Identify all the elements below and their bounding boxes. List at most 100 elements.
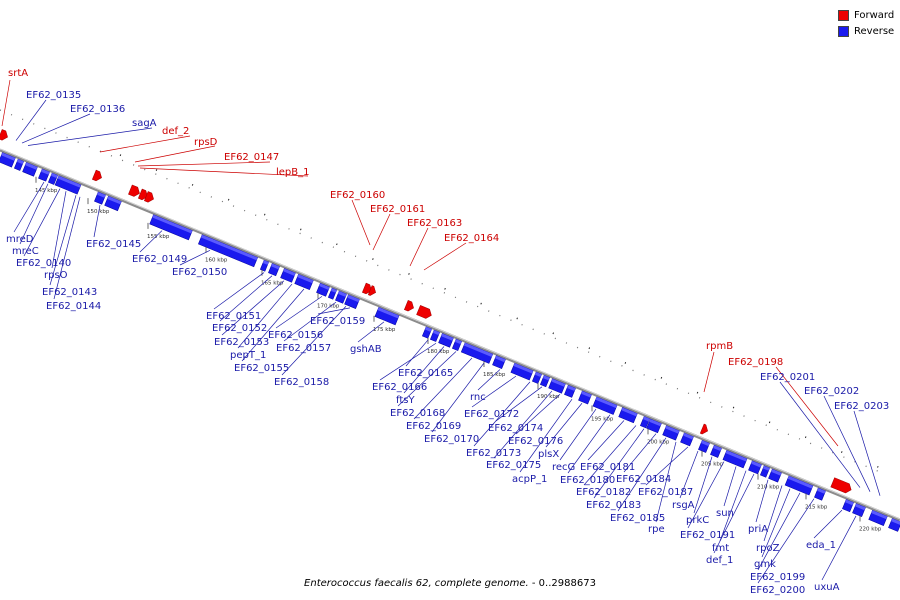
reverse-gene-label[interactable]: EF62_0169: [406, 421, 461, 432]
forward-swatch: [838, 10, 849, 21]
reverse-gene-label[interactable]: EF62_0172: [464, 409, 519, 420]
reverse-gene-label[interactable]: EF62_0135: [26, 90, 81, 101]
legend-item-forward[interactable]: Forward: [838, 8, 894, 23]
reverse-gene-label[interactable]: EF62_0140: [16, 258, 71, 269]
reverse-gene-label[interactable]: EF62_0176: [508, 436, 563, 447]
forward-gene-label[interactable]: lepB_1: [276, 167, 310, 178]
forward-gene-label[interactable]: rpmB: [706, 341, 733, 352]
reverse-gene-label[interactable]: rpe: [648, 524, 665, 535]
reverse-gene-label[interactable]: EF62_0201: [760, 372, 815, 383]
reverse-gene-label[interactable]: EF62_0200: [750, 585, 805, 596]
reverse-gene-label[interactable]: ftsY: [396, 395, 415, 406]
reverse-gene-label[interactable]: acpP_1: [512, 474, 547, 485]
reverse-gene-label[interactable]: EF62_0165: [398, 368, 453, 379]
reverse-gene-label[interactable]: EF62_0144: [46, 301, 101, 312]
reverse-gene-label[interactable]: EF62_0143: [42, 287, 97, 298]
forward-gene-label[interactable]: rpsD: [194, 137, 218, 148]
scale-tick-label: 195 kbp: [591, 416, 614, 422]
reverse-gene-label[interactable]: rsgA: [672, 500, 695, 511]
reverse-gene-label[interactable]: rpoZ: [756, 543, 780, 554]
reverse-leader: [27, 127, 153, 146]
reverse-gene-label[interactable]: EF62_0182: [576, 487, 631, 498]
reverse-gene-label[interactable]: EF62_0157: [276, 343, 331, 354]
reverse-gene: [548, 378, 566, 394]
reverse-gene-label[interactable]: EF62_0156: [268, 330, 323, 341]
reverse-gene: [149, 214, 193, 241]
reverse-gene-label[interactable]: fmt: [712, 543, 729, 554]
reverse-gene-label[interactable]: EF62_0203: [834, 401, 889, 412]
reverse-gene-label[interactable]: EF62_0199: [750, 572, 805, 583]
reverse-gene: [680, 432, 694, 447]
reverse-gene-label[interactable]: recG: [552, 462, 575, 473]
reverse-gene-label[interactable]: EF62_0149: [132, 254, 187, 265]
scale-tick-label: 170 kbp: [317, 304, 340, 310]
legend-label-reverse: Reverse: [854, 26, 895, 37]
reverse-leader: [241, 288, 305, 362]
reverse-gene-label[interactable]: gshAB: [350, 344, 382, 355]
reverse-gene-label[interactable]: priA: [748, 524, 768, 535]
reverse-leader: [813, 509, 843, 539]
legend-item-reverse[interactable]: Reverse: [838, 24, 894, 39]
reverse-gene-label[interactable]: EF62_0191: [680, 530, 735, 541]
forward-gene-label[interactable]: EF62_0163: [407, 218, 462, 229]
reverse-gene-label[interactable]: EF62_0185: [610, 513, 665, 524]
reverse-gene: [438, 333, 454, 348]
reverse-gene: [784, 475, 814, 496]
reverse-gene-label[interactable]: EF62_0152: [212, 323, 267, 334]
forward-gene-label[interactable]: EF62_0164: [444, 233, 499, 244]
reverse-gene-label[interactable]: EF62_0183: [586, 500, 641, 511]
reverse-gene-label[interactable]: rpsO: [44, 270, 68, 281]
reverse-gene-label[interactable]: prkC: [686, 515, 709, 526]
reverse-gene-label[interactable]: mreD: [6, 234, 34, 245]
reverse-gene: [564, 384, 576, 398]
reverse-gene-label[interactable]: EF62_0145: [86, 239, 141, 250]
reverse-leader: [283, 301, 337, 342]
reverse-gene-label[interactable]: EF62_0175: [486, 460, 541, 471]
reverse-gene-label[interactable]: EF62_0168: [390, 408, 445, 419]
reverse-gene-label[interactable]: uxuA: [814, 582, 840, 593]
reverse-leader: [779, 381, 861, 488]
reverse-gene-label[interactable]: EF62_0153: [214, 337, 269, 348]
reverse-leader: [495, 386, 543, 422]
reverse-gene-label[interactable]: EF62_0202: [804, 386, 859, 397]
forward-gene: [0, 129, 8, 141]
reverse-gene-label[interactable]: EF62_0155: [234, 363, 289, 374]
reverse-gene-label[interactable]: EF62_0174: [488, 423, 543, 434]
reverse-gene-label[interactable]: sagA: [132, 118, 157, 129]
reverse-gene-label[interactable]: mreC: [12, 246, 39, 257]
reverse-gene-label[interactable]: EF62_0150: [172, 267, 227, 278]
reverse-gene-label[interactable]: gmk: [754, 559, 776, 570]
forward-gene: [143, 191, 154, 203]
reverse-gene-label[interactable]: EF62_0170: [424, 434, 479, 445]
forward-gene-label[interactable]: EF62_0147: [224, 152, 279, 163]
reverse-gene-label[interactable]: EF62_0159: [310, 316, 365, 327]
reverse-gene-label[interactable]: EF62_0158: [274, 377, 329, 388]
reverse-gene-label[interactable]: EF62_0173: [466, 448, 521, 459]
forward-gene: [128, 184, 140, 197]
forward-gene-label[interactable]: def_2: [162, 126, 189, 137]
reverse-gene-label[interactable]: eda_1: [806, 540, 836, 551]
reverse-leader: [179, 250, 211, 266]
reverse-gene-label[interactable]: EF62_0151: [206, 311, 261, 322]
forward-gene-label[interactable]: srtA: [8, 68, 28, 79]
forward-gene-label[interactable]: EF62_0160: [330, 190, 385, 201]
forward-gene-label[interactable]: EF62_0198: [728, 357, 783, 368]
reverse-gene-label[interactable]: pepT_1: [230, 350, 266, 361]
reverse-gene-label[interactable]: EF62_0181: [580, 462, 635, 473]
reverse-gene: [104, 195, 122, 212]
forward-leader: [139, 167, 309, 177]
reverse-leader: [15, 99, 47, 141]
reverse-gene-label[interactable]: EF62_0136: [70, 104, 125, 115]
reverse-leader: [761, 488, 791, 558]
reverse-gene-label[interactable]: plsX: [538, 449, 559, 460]
reverse-gene-label[interactable]: EF62_0184: [616, 474, 671, 485]
caption-range: - 0..2988673: [528, 578, 596, 589]
reverse-gene-label[interactable]: EF62_0166: [372, 382, 427, 393]
reverse-leader: [645, 446, 689, 486]
reverse-gene-label[interactable]: def_1: [706, 555, 733, 566]
reverse-gene-label[interactable]: rnc: [470, 392, 486, 403]
reverse-leader: [281, 306, 347, 376]
reverse-gene-label[interactable]: EF62_0187: [638, 487, 693, 498]
reverse-gene-label[interactable]: sun: [716, 508, 734, 519]
forward-gene-label[interactable]: EF62_0161: [370, 204, 425, 215]
